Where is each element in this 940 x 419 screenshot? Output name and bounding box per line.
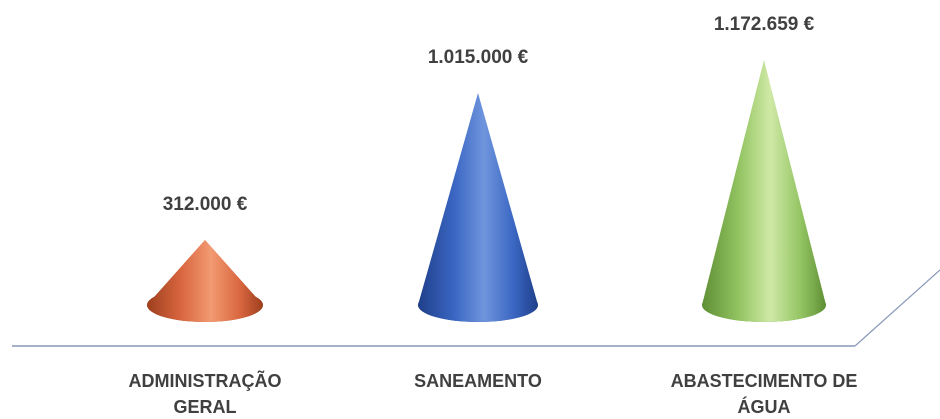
chart-labels: 312.000 € ADMINISTRAÇÃO GERAL 1.015.000 € SA…: [129, 14, 858, 417]
cone-body-1: [147, 239, 263, 322]
cone-body-3: [702, 60, 826, 322]
category-label-1-line-2: GERAL: [174, 397, 237, 417]
category-label-3-line-1: ABASTECIMENTO DE: [671, 371, 858, 391]
data-label-2: 1.015.000 €: [428, 47, 529, 68]
floor-edge-line: [854, 269, 940, 347]
data-label-1: 312.000 €: [163, 194, 248, 215]
category-label-3-line-2: ÁGUA: [738, 396, 791, 417]
category-label-2: SANEAMENTO: [414, 371, 542, 391]
cone-2: [418, 92, 538, 322]
category-label-1-line-1: ADMINISTRAÇÃO: [129, 370, 282, 391]
cone-1: [147, 239, 263, 322]
data-label-3: 1.172.659 €: [714, 14, 815, 35]
chart-floor: [12, 269, 940, 347]
chart-cones: [147, 60, 826, 322]
cone-3: [702, 60, 826, 322]
cone-body-2: [418, 92, 538, 322]
